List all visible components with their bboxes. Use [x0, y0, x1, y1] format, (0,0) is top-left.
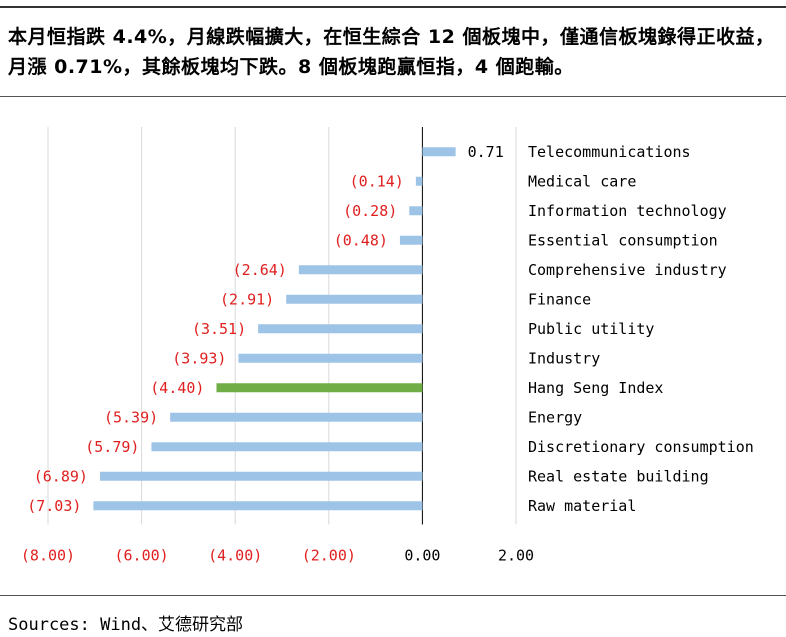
data-label: (2.64): [233, 261, 287, 279]
data-label: (4.40): [150, 379, 204, 397]
data-label: (7.03): [27, 497, 81, 515]
category-label: Comprehensive industry: [528, 261, 727, 279]
x-tick-label: 0.00: [404, 547, 440, 565]
source-note: Sources: Wind、艾德研究部: [8, 615, 244, 635]
bar: [415, 176, 423, 186]
category-label: Discretionary consumption: [528, 438, 754, 456]
bar-chart: 0.71 Telecommunications (0.14) Medical care…: [8, 117, 778, 591]
x-tick-label: (6.00): [115, 547, 169, 565]
data-label: (5.79): [85, 438, 139, 456]
data-label: (3.93): [172, 349, 226, 367]
category-label: Medical care: [528, 172, 636, 190]
x-tick-label: (8.00): [21, 547, 75, 565]
bar: [298, 265, 423, 275]
data-label: (6.89): [34, 467, 88, 485]
category-label: Information technology: [528, 202, 727, 220]
category-label: Raw material: [528, 497, 636, 515]
bar: [286, 294, 423, 304]
category-label: Telecommunications: [528, 143, 691, 161]
data-label: 0.71: [468, 143, 504, 161]
data-label: (2.91): [220, 290, 274, 308]
x-tick-label: (4.00): [208, 547, 262, 565]
bar: [258, 324, 423, 334]
category-label: Public utility: [528, 320, 654, 338]
x-tick-label: 2.00: [498, 547, 534, 565]
data-label: (0.48): [334, 231, 388, 249]
bar: [99, 471, 423, 481]
data-label: (0.14): [350, 172, 404, 190]
category-label: Energy: [528, 408, 582, 426]
top-rule: [0, 6, 786, 8]
bar: [238, 353, 423, 363]
category-label: Hang Seng Index: [528, 379, 663, 397]
category-label: Finance: [528, 290, 591, 308]
headline-divider: [0, 96, 786, 97]
bar: [216, 383, 423, 393]
bar: [399, 235, 423, 245]
source-divider: [0, 595, 786, 596]
category-label: Industry: [528, 349, 600, 367]
headline: 本月恒指跌 4.4%，月線跌幅擴大，在恒生綜合 12 個板塊中，僅通信板塊錄得正…: [8, 26, 775, 78]
bar: [93, 501, 423, 511]
bar: [409, 206, 423, 216]
data-label: (3.51): [192, 320, 246, 338]
bar: [151, 442, 423, 452]
data-label: (0.28): [343, 202, 397, 220]
bar-chart-svg: 0.71 Telecommunications (0.14) Medical care…: [21, 127, 754, 565]
bar: [170, 412, 423, 422]
category-label: Real estate building: [528, 467, 709, 485]
data-label: (5.39): [104, 408, 158, 426]
x-tick-label: (2.00): [302, 547, 356, 565]
category-label: Essential consumption: [528, 231, 718, 249]
bar: [422, 147, 456, 157]
